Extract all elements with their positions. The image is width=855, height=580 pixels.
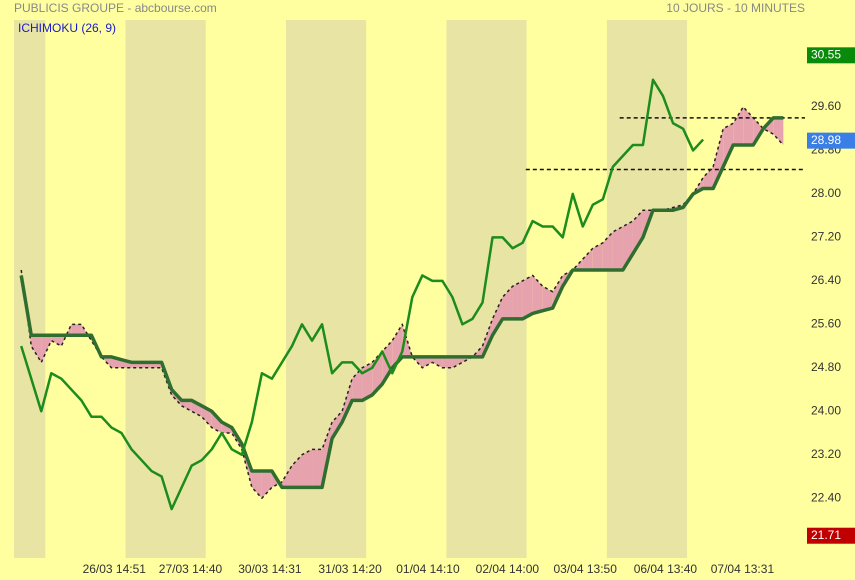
cloud-segment [632, 210, 643, 254]
y-tick-label: 23.20 [811, 447, 841, 461]
cloud-segment [181, 400, 192, 412]
y-tick-label: 22.40 [811, 490, 841, 504]
cloud-segment [612, 226, 623, 270]
y-tick-label: 29.60 [811, 99, 841, 113]
day-band [606, 20, 688, 558]
indicator-label: ICHIMOKU (26, 9) [18, 21, 116, 35]
cloud-segment [442, 356, 453, 368]
cloud-segment [502, 286, 513, 319]
x-tick-label: 02/04 14:00 [476, 562, 540, 576]
x-tick-label: 07/04 13:31 [711, 562, 775, 576]
price-marker-label: 21.71 [811, 528, 841, 542]
cloud-segment [703, 166, 714, 189]
cloud-segment [522, 275, 533, 319]
x-tick-label: 03/04 13:50 [553, 562, 617, 576]
cloud-segment [452, 356, 463, 368]
cloud-segment [542, 286, 553, 311]
y-tick-label: 25.60 [811, 316, 841, 330]
price-marker [807, 527, 855, 544]
cloud-segment [211, 411, 222, 434]
cloud-segment [342, 378, 353, 423]
x-tick-label: 27/03 14:40 [159, 562, 223, 576]
y-tick-label: 24.00 [811, 403, 841, 417]
cloud-segment [51, 335, 62, 347]
cloud-segment [693, 177, 704, 194]
cloud-segment [251, 471, 262, 499]
cloud-segment [261, 471, 272, 499]
y-tick-label: 27.20 [811, 230, 841, 244]
cloud-segment [281, 465, 292, 488]
y-tick-label: 28.00 [811, 186, 841, 200]
day-band [125, 20, 206, 558]
y-tick-label: 26.40 [811, 273, 841, 287]
cloud-segment [412, 356, 423, 368]
y-tick-label: 24.80 [811, 360, 841, 374]
cloud-segment [432, 356, 443, 368]
cloud-segment [101, 356, 112, 368]
cloud-segment [71, 324, 82, 336]
cloud-segment [582, 248, 593, 270]
cloud-segment [592, 242, 603, 270]
chart-subtitle: 10 JOURS - 10 MINUTES [666, 1, 805, 15]
cloud-segment [31, 335, 42, 363]
series-line [20, 78, 705, 511]
cloud-segment [302, 449, 313, 488]
bands [14, 20, 688, 558]
cloud-segment [733, 106, 744, 145]
x-tick-label: 01/04 14:10 [396, 562, 460, 576]
price-marker-label: 28.98 [811, 133, 841, 147]
day-band [14, 20, 46, 558]
cloud-segment [602, 231, 613, 270]
price-marker [807, 132, 855, 149]
x-tick-label: 06/04 13:40 [634, 562, 698, 576]
x-tick-label: 26/03 14:51 [83, 562, 147, 576]
price-marker [807, 47, 855, 64]
cloud-segment [492, 297, 503, 336]
series-line [19, 116, 784, 490]
cloud-segment [713, 128, 724, 189]
cloud-segment [422, 356, 433, 368]
cloud-segment [743, 106, 754, 145]
cloud-segment [312, 449, 323, 488]
cloud-segment [532, 275, 543, 314]
x-tick-label: 30/03 14:31 [238, 562, 302, 576]
x-tick-label: 31/03 14:20 [318, 562, 382, 576]
cloud-segment [773, 117, 784, 145]
cloud-segment [512, 280, 523, 319]
cloud-segment [622, 221, 633, 270]
chart-title: PUBLICIS GROUPE - abcbourse.com [14, 1, 217, 15]
cloud-segment [723, 123, 734, 167]
price-marker-label: 30.55 [811, 47, 841, 61]
